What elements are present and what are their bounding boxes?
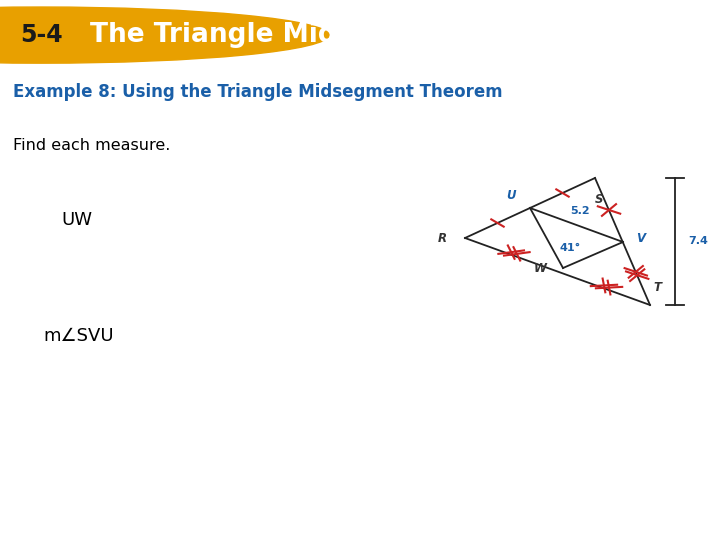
Circle shape bbox=[0, 7, 329, 63]
Text: U: U bbox=[506, 190, 516, 202]
Text: 5-4: 5-4 bbox=[19, 23, 63, 47]
Text: Copyright © by Holt, Rinehart and Winston. All Rights Reserved.: Copyright © by Holt, Rinehart and Winsto… bbox=[413, 510, 706, 519]
Text: T: T bbox=[653, 281, 661, 294]
Text: Example 8: Using the Triangle Midsegment Theorem: Example 8: Using the Triangle Midsegment… bbox=[13, 83, 503, 101]
Text: V: V bbox=[636, 233, 645, 246]
Text: S: S bbox=[594, 193, 603, 206]
Text: m∠SVU: m∠SVU bbox=[43, 327, 114, 345]
Text: Holt Geometry: Holt Geometry bbox=[13, 507, 134, 522]
Text: UW: UW bbox=[61, 211, 92, 229]
Text: W: W bbox=[534, 262, 547, 275]
Text: 7.4: 7.4 bbox=[688, 237, 708, 246]
Text: 5.2: 5.2 bbox=[570, 206, 590, 215]
Text: Find each measure.: Find each measure. bbox=[13, 138, 171, 153]
Text: R: R bbox=[438, 232, 447, 245]
Text: The Triangle Midsegment Theorem: The Triangle Midsegment Theorem bbox=[90, 22, 606, 48]
Text: 41°: 41° bbox=[559, 243, 580, 253]
